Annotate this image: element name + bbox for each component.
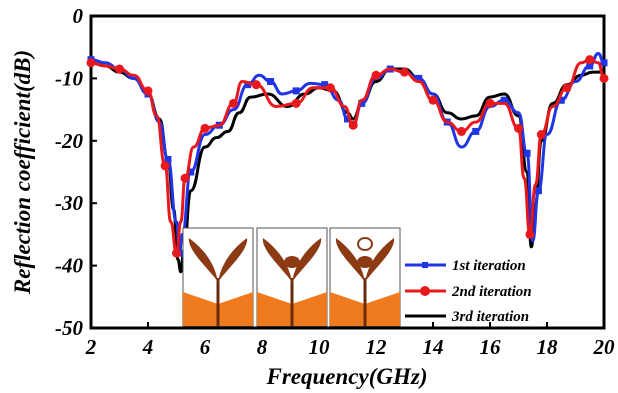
y-tick-label: -20 — [55, 129, 83, 153]
y-tick-label: -10 — [55, 66, 83, 90]
data-point — [599, 73, 609, 83]
data-point — [457, 126, 466, 136]
legend-entry-2nd: 2nd iteration — [405, 284, 532, 300]
inset-antenna-1st — [182, 227, 254, 327]
data-point — [229, 98, 238, 108]
data-point — [292, 87, 300, 95]
x-tick-label: 14 — [423, 335, 444, 359]
data-point — [525, 229, 535, 239]
right-petal — [365, 238, 395, 282]
data-point — [115, 64, 124, 74]
data-point — [586, 62, 594, 70]
data-point — [400, 67, 409, 77]
slot-2 — [357, 237, 373, 251]
legend-entry-3rd: 3rd iteration — [405, 309, 529, 325]
slot-1 — [280, 243, 304, 261]
data-point — [291, 98, 301, 108]
data-point — [244, 81, 252, 89]
y-tick-label: 0 — [73, 4, 84, 28]
data-point — [585, 55, 595, 65]
data-point — [180, 173, 190, 183]
inner-petal — [357, 256, 373, 268]
data-point — [358, 99, 366, 107]
data-point — [187, 168, 195, 176]
series-layer — [86, 51, 609, 274]
feed-line — [216, 278, 220, 326]
data-point — [321, 81, 329, 89]
legend-marker-2nd — [420, 286, 430, 296]
inner-petal — [284, 256, 300, 268]
data-point — [472, 127, 480, 135]
inset-antenna-3rd — [329, 227, 401, 327]
feed-line — [363, 278, 367, 326]
y-axis-label: Reflection coefficient(dB) — [10, 50, 35, 295]
data-point — [86, 58, 96, 68]
x-tick-label: 8 — [257, 335, 268, 359]
left-petal — [262, 238, 292, 282]
y-tick-label: -30 — [55, 191, 83, 215]
data-point — [557, 96, 565, 104]
data-point — [325, 83, 335, 93]
x-tick-label: 18 — [537, 335, 559, 359]
data-point — [415, 74, 423, 82]
data-point — [348, 120, 358, 130]
data-point — [200, 123, 210, 133]
data-point — [344, 115, 351, 123]
data-point — [371, 70, 381, 80]
legend-label-1st: 1st iteration — [452, 258, 526, 274]
x-tick-label: 2 — [85, 335, 97, 359]
y-axis-ticks: 0 -10 -20 -30 -40 -50 — [55, 4, 97, 340]
y-tick-label: -40 — [55, 254, 83, 278]
inset-antenna-images — [182, 227, 401, 327]
data-point — [172, 248, 181, 258]
right-petal — [292, 238, 322, 282]
x-tick-label: 20 — [593, 335, 616, 359]
data-point — [485, 98, 495, 108]
left-petal — [188, 238, 218, 282]
data-point — [562, 83, 572, 93]
data-point — [267, 78, 275, 86]
feed-line — [290, 278, 294, 326]
legend-label-3rd: 3rd iteration — [451, 309, 529, 325]
x-tick-label: 10 — [309, 335, 331, 359]
x-tick-label: 12 — [366, 335, 388, 359]
data-point — [160, 161, 170, 171]
y-tick-label: -50 — [55, 316, 83, 340]
right-petal — [218, 238, 248, 282]
legend: 1st iteration 2nd iteration 3rd iteratio… — [405, 258, 532, 325]
x-axis-label: Frequency(GHz) — [266, 364, 428, 389]
data-point — [500, 96, 508, 104]
data-point — [534, 187, 542, 195]
data-point — [514, 123, 523, 133]
legend-marker-1st — [422, 262, 428, 268]
legend-label-2nd: 2nd iteration — [451, 284, 532, 300]
data-point — [523, 149, 531, 157]
data-point — [428, 95, 438, 105]
legend-entry-1st: 1st iteration — [405, 258, 526, 274]
inset-antenna-2nd — [256, 227, 328, 327]
data-point — [164, 156, 172, 164]
data-point — [536, 130, 546, 140]
x-axis-ticks: 2 4 6 8 10 12 14 16 18 20 — [85, 322, 615, 359]
series-2 — [86, 55, 609, 258]
left-petal — [335, 238, 365, 282]
data-point — [251, 80, 261, 90]
data-point — [143, 86, 153, 96]
x-tick-label: 4 — [142, 335, 154, 359]
x-tick-label: 6 — [200, 335, 211, 359]
data-point — [600, 59, 608, 67]
x-tick-label: 16 — [480, 335, 502, 359]
